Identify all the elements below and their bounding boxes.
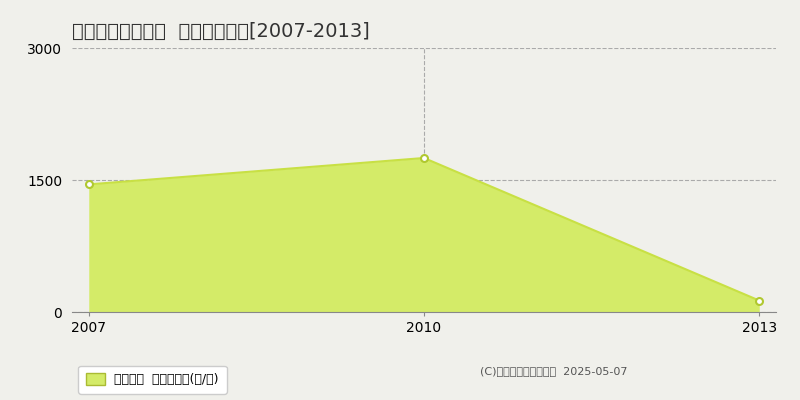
Text: (C)土地価格ドットコム  2025-05-07: (C)土地価格ドットコム 2025-05-07 xyxy=(480,366,627,376)
Text: 利根郡昭和村生越  林地価格推移[2007-2013]: 利根郡昭和村生越 林地価格推移[2007-2013] xyxy=(72,22,370,41)
Legend: 林地価格  平均坪単価(円/坪): 林地価格 平均坪単価(円/坪) xyxy=(78,366,226,394)
